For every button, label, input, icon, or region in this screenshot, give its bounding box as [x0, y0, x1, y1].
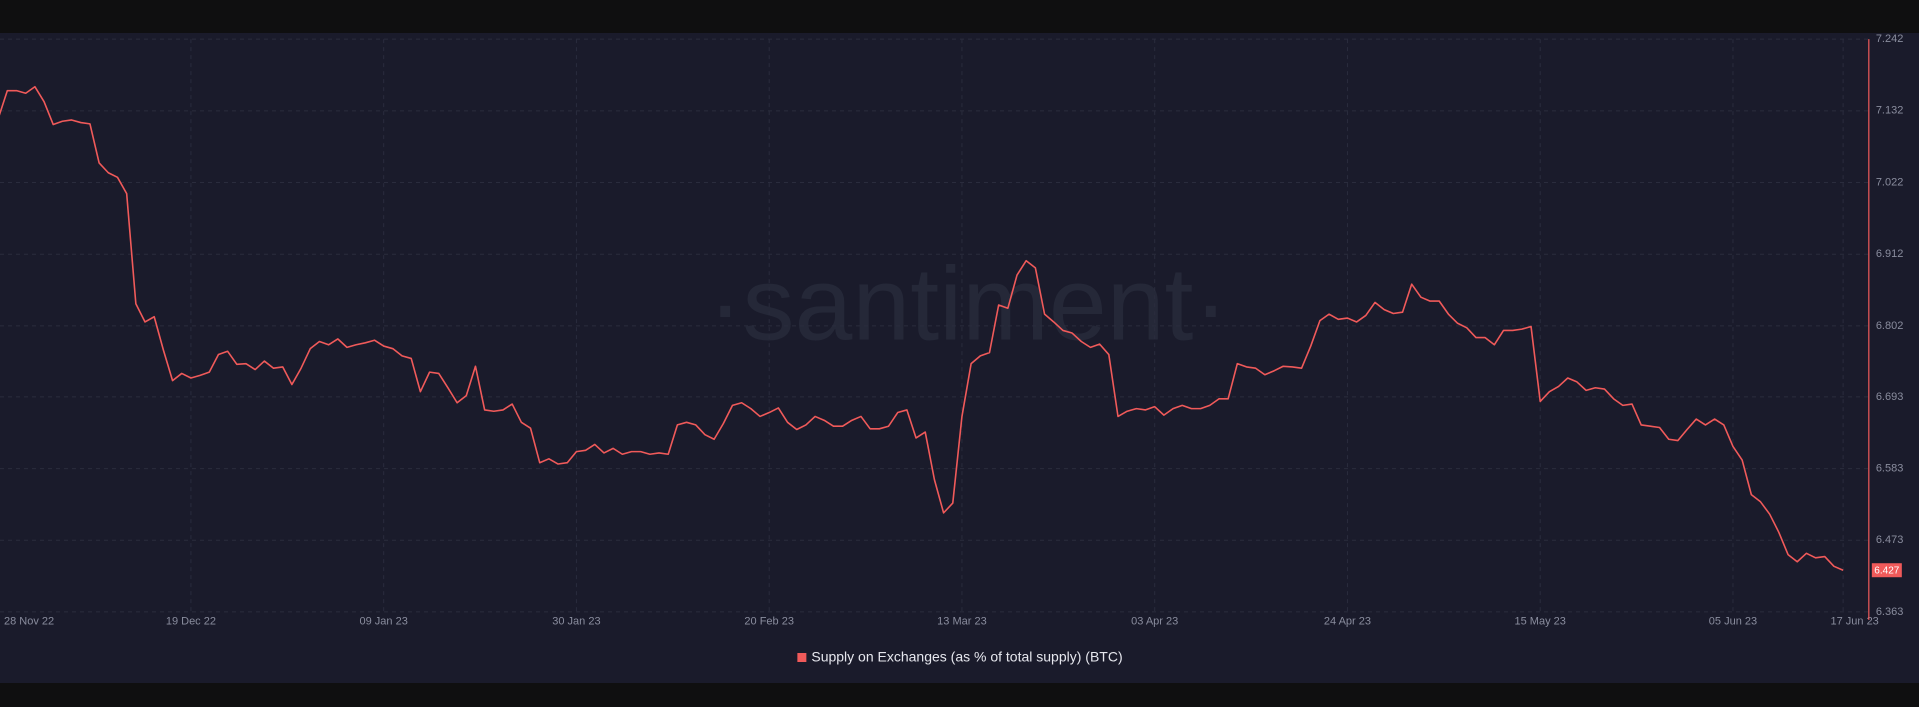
x-tick-label: 09 Jan 23	[360, 616, 408, 628]
x-tick-label: 05 Jun 23	[1709, 616, 1757, 628]
x-tick-label: 30 Jan 23	[552, 616, 600, 628]
x-tick-label: 03 Apr 23	[1131, 616, 1178, 628]
bottom-bar	[0, 683, 1919, 707]
series-line	[0, 85, 1844, 571]
last-value-badge	[1871, 563, 1902, 578]
y-tick-label: 7.132	[1876, 105, 1904, 117]
y-tick-label: 6.363	[1876, 606, 1904, 618]
legend-label: Supply on Exchanges (as % of total suppl…	[811, 649, 1122, 665]
last-value-label: 6.427	[1874, 565, 1899, 576]
watermark: ·santiment·	[708, 246, 1228, 362]
y-tick-label: 6.802	[1876, 320, 1904, 332]
y-tick-label: 7.022	[1876, 176, 1904, 188]
y-tick-label: 6.583	[1876, 462, 1904, 474]
top-bar	[0, 0, 1919, 33]
chart-background	[0, 33, 1919, 683]
x-tick-label: 15 May 23	[1515, 616, 1566, 628]
x-tick-label: 19 Dec 22	[166, 616, 216, 628]
x-tick-label: 24 Apr 23	[1324, 616, 1371, 628]
legend-swatch	[797, 653, 807, 662]
x-tick-label: 17 Jun 23	[1830, 616, 1878, 628]
y-tick-label: 6.912	[1876, 248, 1904, 260]
y-tick-label: 7.242	[1876, 33, 1904, 45]
x-tick-label: 20 Feb 23	[744, 616, 794, 628]
x-tick-label: 13 Mar 23	[937, 616, 987, 628]
x-tick-label: 28 Nov 22	[4, 616, 54, 628]
y-tick-label: 6.693	[1876, 391, 1904, 403]
y-tick-label: 6.473	[1876, 534, 1904, 546]
